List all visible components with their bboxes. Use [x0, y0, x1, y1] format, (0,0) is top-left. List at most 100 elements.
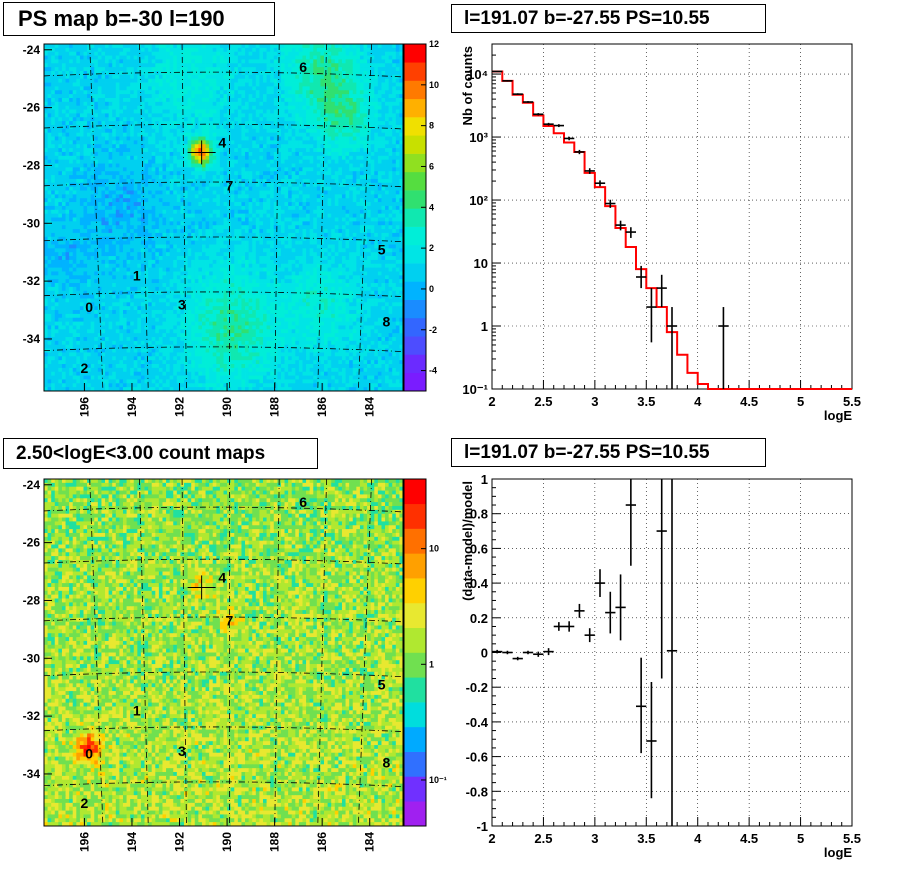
data-point-2: [513, 93, 523, 95]
colorbar-segment: [404, 190, 426, 209]
colorbar-segment: [404, 373, 426, 392]
data-point-1: [502, 651, 512, 654]
x-tick-label: 3: [591, 394, 598, 409]
source-label-3: 3: [178, 743, 186, 759]
y-tick-label: -28: [23, 158, 41, 172]
colorbar-tick-label: 10⁻¹: [429, 775, 447, 785]
y-tick-label: -1: [476, 819, 488, 834]
colorbar-tick-label: 2: [429, 243, 434, 253]
x-tick-label: 196: [77, 397, 91, 417]
colorbar-segment: [404, 504, 426, 529]
y-tick-label: 1: [481, 472, 488, 487]
y-tick-label: 0.2: [470, 611, 488, 626]
colorbar-segment: [404, 336, 426, 355]
x-tick-label: 5: [797, 394, 804, 409]
colorbar-tick-label: 12: [429, 39, 439, 49]
x-tick-label: 194: [125, 397, 139, 417]
source-label-1: 1: [133, 702, 141, 718]
data-point-3: [523, 101, 533, 103]
colorbar-segment: [404, 227, 426, 246]
plot-3: 2 2.5 3 3.5 4 4.5 5 5.5logE10.80.60.40.20-0.2-0…: [460, 472, 861, 860]
source-label-7: 7: [226, 178, 234, 194]
x-tick-label: 194: [125, 832, 139, 852]
y-axis-label: Nb of counts: [460, 46, 475, 125]
source-label-5: 5: [378, 241, 386, 257]
source-label-4: 4: [218, 569, 226, 585]
y-tick-label: -30: [23, 216, 41, 230]
colorbar-segment: [404, 263, 426, 282]
colorbar-segment: [404, 154, 426, 173]
colorbar-segment: [404, 752, 426, 777]
colorbar-segment: [404, 677, 426, 702]
x-tick-label: 188: [268, 397, 282, 417]
data-point-17: [667, 307, 677, 389]
source-label-3: 3: [178, 296, 186, 312]
x-tick-label: 192: [173, 397, 187, 417]
source-label-0: 0: [85, 746, 93, 762]
data-point-9: [585, 628, 595, 642]
data-point-6: [554, 124, 564, 127]
x-tick-label: 184: [363, 832, 377, 852]
data-point-5: [543, 648, 553, 655]
colorbar-segment: [404, 553, 426, 578]
source-label-4: 4: [218, 134, 226, 150]
y-tick-label: 0: [481, 646, 488, 661]
data-point-10: [595, 180, 605, 186]
x-tick-label: 196: [77, 832, 91, 852]
source-label-6: 6: [299, 59, 307, 75]
source-label-8: 8: [382, 754, 390, 770]
source-label-2: 2: [81, 795, 89, 811]
colorbar-segment: [404, 62, 426, 81]
data-point-18: [718, 307, 728, 389]
colorbar-segment: [404, 135, 426, 154]
colorbar-segment: [404, 318, 426, 337]
colorbar-segment: [404, 172, 426, 191]
source-label-7: 7: [226, 613, 234, 629]
y-tick-label: 10³: [469, 130, 488, 145]
y-tick-label: -34: [23, 332, 41, 346]
x-tick-label: 184: [363, 397, 377, 417]
colorbar-segment: [404, 99, 426, 118]
x-tick-label: 2: [488, 831, 495, 846]
colorbar-tick-label: 8: [429, 121, 434, 131]
x-tick-label: 5.5: [843, 831, 861, 846]
y-tick-label: -34: [23, 767, 41, 781]
colorbar-segment: [404, 578, 426, 603]
y-tick-label: -26: [23, 536, 41, 550]
colorbar-tick-label: 1: [429, 659, 434, 669]
colorbar-segment: [404, 117, 426, 136]
data-point-8: [574, 150, 584, 154]
colorbar-tick-label: 10: [429, 544, 439, 554]
colorbar-segment: [404, 479, 426, 504]
y-tick-label: -30: [23, 651, 41, 665]
x-tick-label: 4: [694, 831, 702, 846]
x-tick-label: 2.5: [534, 831, 552, 846]
y-tick-label: -24: [23, 43, 41, 57]
data-point-15: [646, 682, 656, 798]
data-point-15: [646, 288, 656, 342]
colorbar-tick-label: -2: [429, 325, 437, 335]
data-point-14: [636, 658, 646, 753]
x-axis-label: logE: [824, 845, 852, 860]
colorbar-segment: [404, 727, 426, 752]
data-point-13: [626, 227, 636, 238]
source-label-5: 5: [378, 676, 386, 692]
x-tick-label: 188: [268, 832, 282, 852]
x-tick-label: 2: [488, 394, 495, 409]
y-tick-label: -0.4: [466, 715, 489, 730]
colorbar-segment: [404, 801, 426, 826]
y-tick-label: 10²: [469, 193, 488, 208]
data-point-10: [595, 569, 605, 597]
x-tick-label: 3.5: [637, 831, 655, 846]
colorbar-segment: [404, 208, 426, 227]
colorbar-segment: [404, 702, 426, 727]
colorbar-tick-label: 0: [429, 284, 434, 294]
colorbar-tick-label: -4: [429, 366, 437, 376]
data-point-4: [533, 652, 543, 657]
source-label-0: 0: [85, 299, 93, 315]
data-point-8: [574, 604, 584, 618]
data-point-2: [513, 657, 523, 660]
